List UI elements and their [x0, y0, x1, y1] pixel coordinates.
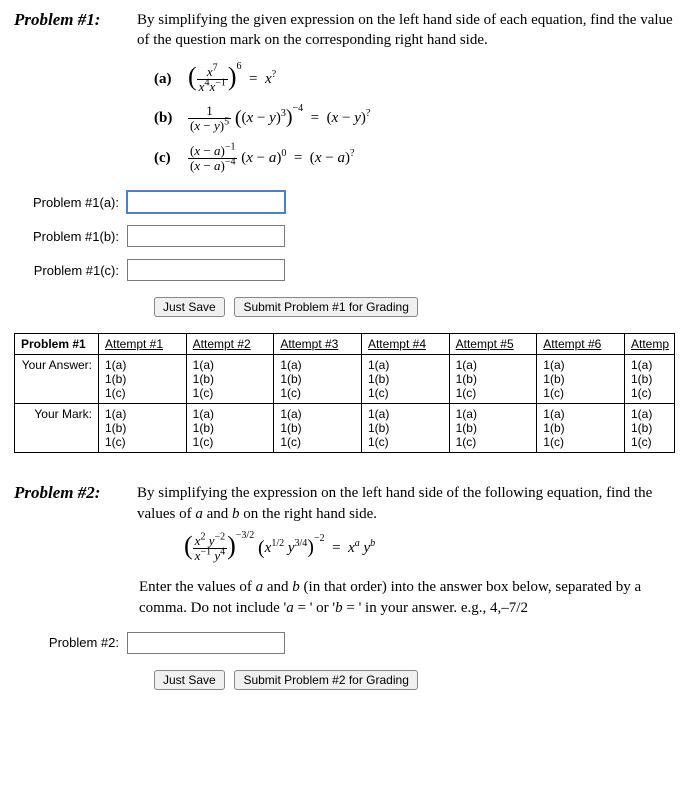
eqn-1a-tag: (a)	[154, 71, 178, 88]
table-cell: 1(a)1(b)1(c)	[449, 355, 537, 404]
table-cell: 1(a)1(b)1(c)	[537, 355, 625, 404]
table-cell: 1(a)1(b)1(c)	[99, 355, 187, 404]
answer-1c-input[interactable]	[127, 259, 285, 281]
problem-2: Problem #2: By simplifying the expressio…	[14, 483, 675, 690]
mark-row-label: Your Mark:	[15, 404, 99, 453]
answer-1b-label: Problem #1(b):	[14, 229, 127, 244]
problem-2-answers: Problem #2:	[14, 632, 675, 654]
attempt-6-head: Attempt #6	[537, 334, 625, 355]
problem-1-answers: Problem #1(a): Problem #1(b): Problem #1…	[14, 191, 675, 281]
problem-2-label: Problem #2:	[14, 483, 129, 503]
eqn-1a: (a) (x7x4x−1)6 = x?	[154, 65, 675, 95]
problem-1-label: Problem #1:	[14, 10, 129, 30]
table-cell: 1(a)1(b)1(c)	[537, 404, 625, 453]
p1-submit-button[interactable]: Submit Problem #1 for Grading	[234, 297, 417, 317]
table-cell: 1(a)1(b)1(c)	[274, 355, 362, 404]
problem-1-equations: (a) (x7x4x−1)6 = x? (b) 1(x − y)5 ((x − …	[154, 65, 675, 174]
answer-1c-label: Problem #1(c):	[14, 263, 127, 278]
answer-row-label: Your Answer:	[15, 355, 99, 404]
eqn-1c: (c) (x − a)−1(x − a)−4 (x − a)0 = (x − a…	[154, 144, 675, 174]
problem-2-text: By simplifying the expression on the lef…	[137, 483, 675, 524]
answer-2-input[interactable]	[127, 632, 285, 654]
problem-1-grade-table: Problem #1 Attempt #1 Attempt #2 Attempt…	[14, 333, 675, 453]
problem-1-buttons: Just Save Submit Problem #1 for Grading	[154, 297, 675, 317]
attempt-7-head: Attemp	[625, 334, 675, 355]
eqn-1b: (b) 1(x − y)5 ((x − y)3)−4 = (x − y)?	[154, 104, 675, 134]
problem-1-text: By simplifying the given expression on t…	[137, 10, 675, 51]
attempt-1-head: Attempt #1	[99, 334, 187, 355]
answer-1a-label: Problem #1(a):	[14, 195, 127, 210]
table-cell: 1(a)1(b)1(c)	[186, 404, 274, 453]
table-cell: 1(a)1(b)1(c)	[449, 404, 537, 453]
p2-submit-button[interactable]: Submit Problem #2 for Grading	[234, 670, 417, 690]
p2-save-button[interactable]: Just Save	[154, 670, 225, 690]
eqn-1c-body: (x − a)−1(x − a)−4 (x − a)0 = (x − a)?	[188, 144, 354, 174]
eqn-1b-body: 1(x − y)5 ((x − y)3)−4 = (x − y)?	[188, 104, 370, 134]
table-cell: 1(a)1(b)1(c)	[274, 404, 362, 453]
table-cell: 1(a)1(b)1(c)	[99, 404, 187, 453]
answer-1a-input[interactable]	[127, 191, 285, 213]
attempt-3-head: Attempt #3	[274, 334, 362, 355]
answer-1b-input[interactable]	[127, 225, 285, 247]
answer-2-label: Problem #2:	[14, 635, 127, 650]
problem-2-equation: (x2 y−2x−1 y4)−3/2 (x1/2 y3/4)−2 = xa yb	[184, 534, 675, 564]
attempt-4-head: Attempt #4	[361, 334, 449, 355]
attempt-2-head: Attempt #2	[186, 334, 274, 355]
table-cell: 1(a)1(b)1(c)	[625, 355, 675, 404]
eqn-1c-tag: (c)	[154, 150, 178, 167]
problem-2-header: Problem #2: By simplifying the expressio…	[14, 483, 675, 524]
eqn-1a-body: (x7x4x−1)6 = x?	[188, 65, 276, 95]
problem-1: Problem #1: By simplifying the given exp…	[14, 10, 675, 453]
eqn-1b-tag: (b)	[154, 110, 178, 127]
problem-1-header: Problem #1: By simplifying the given exp…	[14, 10, 675, 51]
table-cell: 1(a)1(b)1(c)	[361, 404, 449, 453]
table-mark-row: Your Mark: 1(a)1(b)1(c) 1(a)1(b)1(c) 1(a…	[15, 404, 675, 453]
table-head-lead: Problem #1	[15, 334, 99, 355]
table-cell: 1(a)1(b)1(c)	[625, 404, 675, 453]
attempt-5-head: Attempt #5	[449, 334, 537, 355]
table-cell: 1(a)1(b)1(c)	[186, 355, 274, 404]
table-header-row: Problem #1 Attempt #1 Attempt #2 Attempt…	[15, 334, 675, 355]
table-cell: 1(a)1(b)1(c)	[361, 355, 449, 404]
p1-save-button[interactable]: Just Save	[154, 297, 225, 317]
problem-2-buttons: Just Save Submit Problem #2 for Grading	[154, 670, 675, 690]
problem-2-note: Enter the values of a and b (in that ord…	[139, 577, 675, 618]
table-answer-row: Your Answer: 1(a)1(b)1(c) 1(a)1(b)1(c) 1…	[15, 355, 675, 404]
